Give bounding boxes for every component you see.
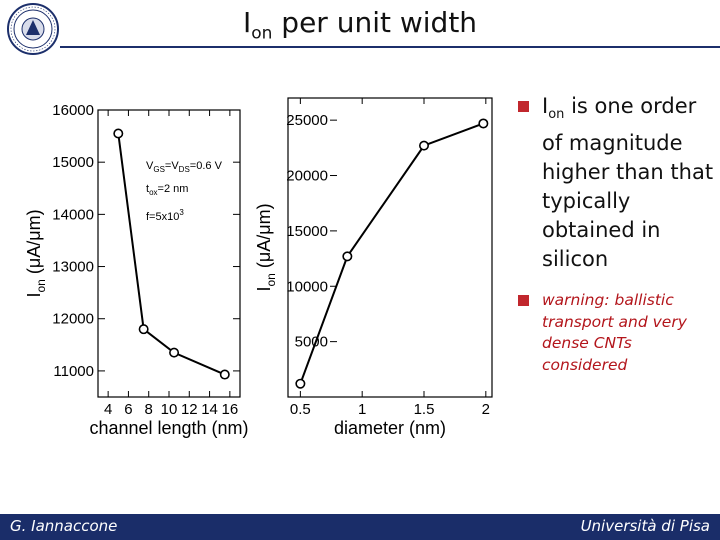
y-tick-label: 25000 xyxy=(286,112,328,129)
x-tick-label: 14 xyxy=(201,401,218,418)
x-tick-label: 8 xyxy=(145,401,153,418)
data-point xyxy=(418,140,429,151)
chart-area: 4 6 8 10 12 14 1611000120001300014000150001600… xyxy=(24,97,493,438)
series-line xyxy=(117,133,226,376)
data-point xyxy=(219,369,230,380)
data-point xyxy=(342,251,353,262)
chart-diameter: 0.5 1 1.5 2500010000150002000025000diameter… xyxy=(254,97,493,438)
chart-channel-length: 4 6 8 10 12 14 16 11000 12000 13000 14000 15000 1600… xyxy=(24,102,249,438)
bullet-list: Ion is one order of magnitude higher tha… xyxy=(518,92,718,376)
series-line xyxy=(299,122,484,385)
y-tick-label: 11000 xyxy=(53,363,94,380)
annotation-density: f=5x103 xyxy=(146,208,184,223)
footer-institution: Università di Pisa xyxy=(580,517,710,535)
bullet-warning: warning: ballistic transport and very de… xyxy=(518,290,718,376)
y-axis-label: Ion (μA/μm) xyxy=(24,209,48,297)
x-tick-label: 0.5 xyxy=(290,401,311,418)
data-point xyxy=(113,128,124,139)
y-tick-label: 5000 xyxy=(295,334,328,351)
slide-title: Ion per unit width xyxy=(242,6,478,44)
bullet-ion-magnitude: Ion is one order of magnitude higher tha… xyxy=(518,92,718,274)
footer-bar: G. Iannaccone Università di Pisa xyxy=(0,514,720,540)
y-axis-label: Ion (μA/μm) xyxy=(254,203,278,291)
y-tick-label: 13000 xyxy=(52,259,94,276)
x-tick-label: 1.5 xyxy=(414,401,435,418)
plot-frame xyxy=(287,97,493,398)
data-point xyxy=(295,378,306,389)
x-axis-label: channel length (nm) xyxy=(89,418,248,438)
x-tick-label: 12 xyxy=(181,401,198,418)
y-tick-label: 12000 xyxy=(52,311,94,328)
university-seal-icon xyxy=(7,3,59,55)
y-tick-label: 15000 xyxy=(286,223,328,240)
title-divider xyxy=(60,46,720,48)
square-bullet-icon xyxy=(518,101,529,112)
annotation-bias: VGS=VDS=0.6 V xyxy=(146,160,223,174)
plot-frame xyxy=(97,109,241,398)
data-point xyxy=(478,118,489,129)
x-tick-label: 10 xyxy=(161,401,178,418)
square-bullet-icon xyxy=(518,295,529,307)
x-tick-label: 6 xyxy=(124,401,132,418)
x-tick-label: 2 xyxy=(482,401,490,418)
footer-author: G. Iannaccone xyxy=(10,517,118,535)
annotation-oxide: tox=2 nm xyxy=(146,183,188,197)
x-axis-label: diameter (nm) xyxy=(334,418,446,438)
data-point xyxy=(138,324,149,335)
y-tick-label: 16000 xyxy=(52,102,94,119)
y-tick-label: 14000 xyxy=(52,206,94,223)
data-point xyxy=(169,347,180,358)
x-tick-label: 4 xyxy=(104,401,112,418)
y-tick-label: 15000 xyxy=(52,154,94,171)
y-tick-label: 20000 xyxy=(286,168,328,185)
x-tick-label: 1 xyxy=(358,401,366,418)
x-tick-label: 16 xyxy=(222,401,239,418)
y-tick-label: 10000 xyxy=(286,278,328,295)
